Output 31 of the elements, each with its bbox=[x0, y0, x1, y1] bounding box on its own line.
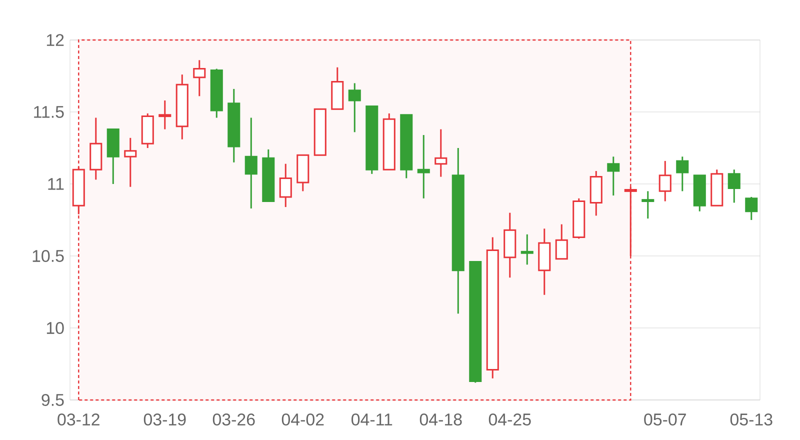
y-tick-label: 10 bbox=[46, 322, 64, 334]
candlestick bbox=[745, 196, 758, 221]
candlestick bbox=[676, 156, 689, 192]
x-tick-label: 03-12 bbox=[58, 414, 100, 426]
candlestick bbox=[193, 59, 206, 97]
y-tick-label: 9.5 bbox=[42, 394, 64, 406]
x-tick-label: 03-19 bbox=[144, 414, 186, 426]
candlestick bbox=[658, 160, 672, 202]
candlestick bbox=[434, 128, 448, 178]
candlestick bbox=[607, 156, 620, 196]
candlestick bbox=[555, 224, 568, 260]
candlestick bbox=[124, 137, 137, 188]
y-tick-label: 11 bbox=[48, 178, 64, 190]
y-tick-label: 12 bbox=[46, 34, 64, 46]
x-tick-label: 03-26 bbox=[212, 414, 255, 426]
candlestick bbox=[417, 134, 430, 200]
candlestick bbox=[520, 234, 534, 266]
candlestick bbox=[728, 168, 740, 204]
x-tick-label: 04-02 bbox=[282, 414, 324, 426]
x-tick-label: 04-25 bbox=[488, 414, 531, 426]
candlestick bbox=[158, 100, 172, 130]
candlestick bbox=[244, 116, 258, 210]
x-tick-label: 05-07 bbox=[644, 414, 686, 426]
candlestick bbox=[348, 82, 361, 133]
x-tick-label: 04-18 bbox=[420, 414, 462, 426]
candlestick bbox=[642, 190, 654, 220]
x-tick-label: 05-13 bbox=[730, 414, 772, 426]
candlestick bbox=[279, 163, 292, 208]
x-tick-label: 04-11 bbox=[352, 414, 392, 426]
y-tick-label: 11.5 bbox=[34, 106, 64, 118]
y-tick-label: 10.5 bbox=[32, 250, 64, 262]
